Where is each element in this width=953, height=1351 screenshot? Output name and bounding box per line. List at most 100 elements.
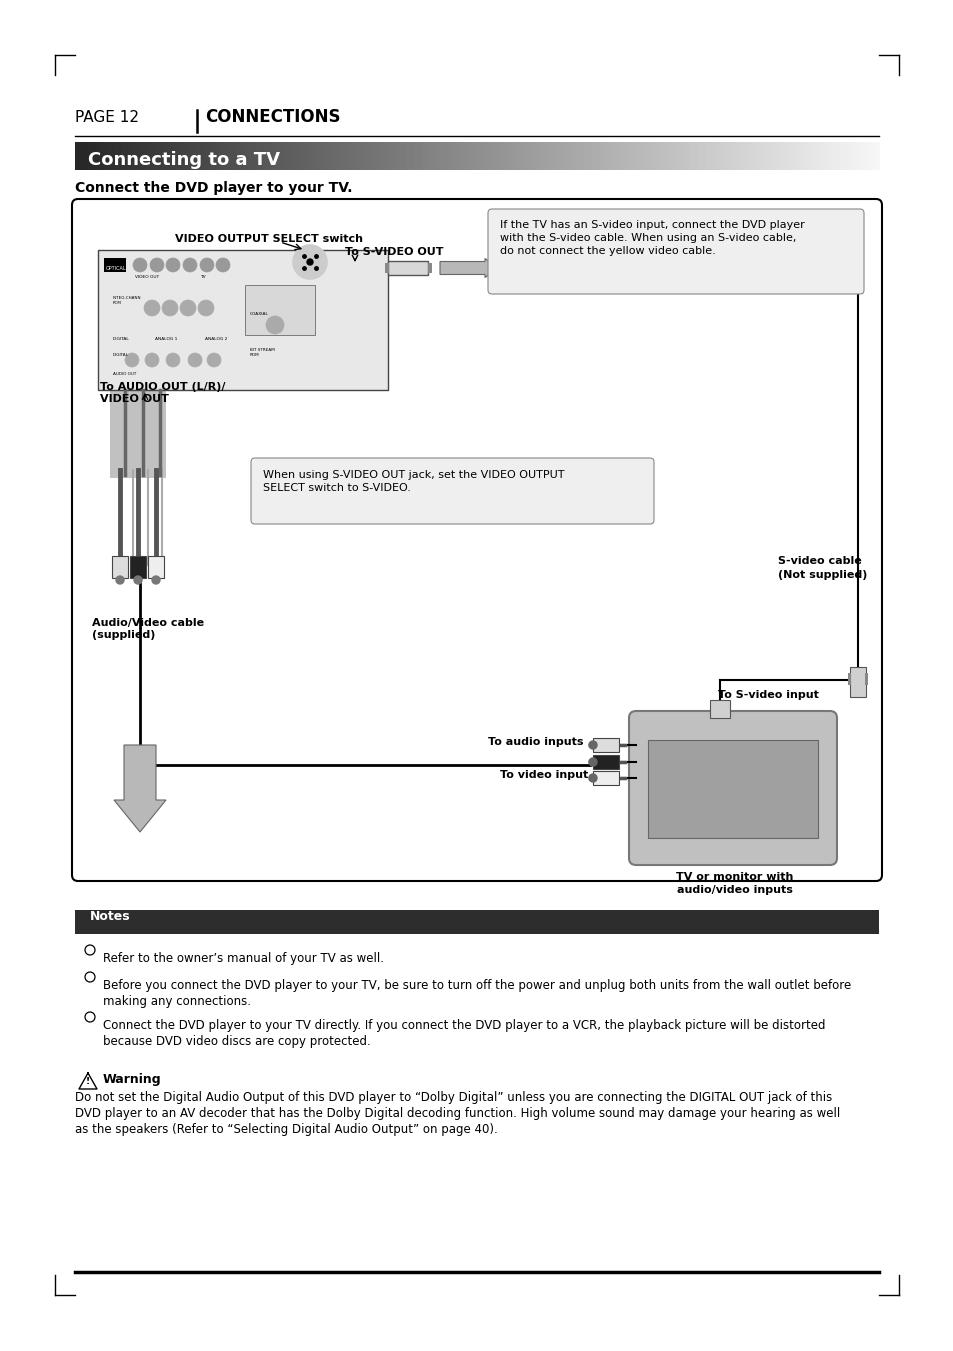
Text: Connect the DVD player to your TV.: Connect the DVD player to your TV.: [75, 181, 352, 195]
Bar: [388, 261, 428, 276]
Bar: [851, 142, 856, 170]
Bar: [653, 142, 658, 170]
Bar: [618, 142, 622, 170]
Circle shape: [132, 258, 147, 272]
Bar: [870, 142, 874, 170]
Bar: [244, 142, 248, 170]
Bar: [487, 142, 492, 170]
Circle shape: [145, 353, 159, 367]
Text: VIDEO OUT: VIDEO OUT: [135, 276, 159, 280]
Bar: [434, 142, 437, 170]
Bar: [413, 142, 416, 170]
Bar: [669, 142, 674, 170]
Bar: [275, 142, 280, 170]
Bar: [536, 142, 539, 170]
Bar: [273, 142, 277, 170]
Bar: [685, 142, 690, 170]
Bar: [361, 142, 366, 170]
Text: COAXIAL: COAXIAL: [250, 312, 269, 316]
Bar: [593, 771, 618, 785]
Bar: [252, 142, 255, 170]
Bar: [332, 142, 336, 170]
Bar: [254, 142, 258, 170]
Bar: [672, 142, 676, 170]
Bar: [447, 142, 451, 170]
Bar: [790, 142, 794, 170]
Bar: [616, 142, 619, 170]
Bar: [699, 142, 703, 170]
Bar: [593, 738, 618, 753]
Bar: [238, 142, 242, 170]
Bar: [139, 142, 143, 170]
FancyBboxPatch shape: [251, 458, 654, 524]
FancyArrow shape: [439, 258, 498, 277]
Bar: [546, 142, 550, 170]
Bar: [158, 142, 162, 170]
Bar: [835, 142, 840, 170]
Bar: [581, 142, 585, 170]
Bar: [163, 142, 168, 170]
Bar: [760, 142, 764, 170]
Bar: [626, 142, 631, 170]
Bar: [99, 142, 103, 170]
Bar: [592, 142, 596, 170]
Bar: [497, 142, 502, 170]
Bar: [110, 390, 166, 478]
Bar: [161, 142, 165, 170]
Circle shape: [166, 258, 180, 272]
Bar: [639, 142, 644, 170]
Bar: [629, 142, 634, 170]
Text: INTEG.CHANN
PCM: INTEG.CHANN PCM: [112, 296, 141, 304]
Bar: [752, 142, 757, 170]
Bar: [96, 142, 100, 170]
Bar: [209, 142, 213, 170]
Bar: [198, 142, 202, 170]
Bar: [329, 142, 334, 170]
Bar: [610, 142, 615, 170]
Bar: [728, 142, 732, 170]
Bar: [93, 142, 98, 170]
Bar: [595, 142, 598, 170]
Text: Connecting to a TV: Connecting to a TV: [88, 151, 280, 169]
Bar: [784, 142, 788, 170]
Bar: [656, 142, 660, 170]
Bar: [83, 142, 87, 170]
Bar: [680, 142, 684, 170]
Bar: [377, 142, 381, 170]
Bar: [525, 142, 529, 170]
Bar: [586, 142, 591, 170]
Bar: [431, 142, 436, 170]
Bar: [126, 142, 130, 170]
Bar: [519, 142, 523, 170]
Bar: [792, 142, 797, 170]
Bar: [540, 142, 545, 170]
Bar: [857, 142, 861, 170]
Bar: [372, 142, 376, 170]
Text: BIT STREAM
ROM: BIT STREAM ROM: [250, 349, 274, 357]
Bar: [725, 142, 730, 170]
Bar: [120, 142, 125, 170]
Bar: [533, 142, 537, 170]
Bar: [838, 142, 842, 170]
Bar: [841, 142, 844, 170]
Bar: [241, 142, 245, 170]
Circle shape: [588, 774, 597, 782]
Bar: [308, 142, 312, 170]
Bar: [129, 142, 132, 170]
Bar: [278, 142, 282, 170]
Bar: [479, 142, 483, 170]
Bar: [130, 557, 146, 578]
Bar: [806, 142, 810, 170]
Bar: [527, 142, 532, 170]
Bar: [348, 142, 353, 170]
Bar: [457, 142, 462, 170]
Bar: [318, 142, 323, 170]
Text: Do not set the Digital Audio Output of this DVD player to “Dolby Digital” unless: Do not set the Digital Audio Output of t…: [75, 1092, 840, 1136]
Bar: [709, 700, 729, 717]
Bar: [848, 142, 853, 170]
Bar: [428, 263, 432, 273]
Bar: [774, 142, 778, 170]
Text: To AUDIO OUT (L/R)/
VIDEO OUT: To AUDIO OUT (L/R)/ VIDEO OUT: [100, 382, 225, 404]
Bar: [635, 142, 639, 170]
Bar: [675, 142, 679, 170]
